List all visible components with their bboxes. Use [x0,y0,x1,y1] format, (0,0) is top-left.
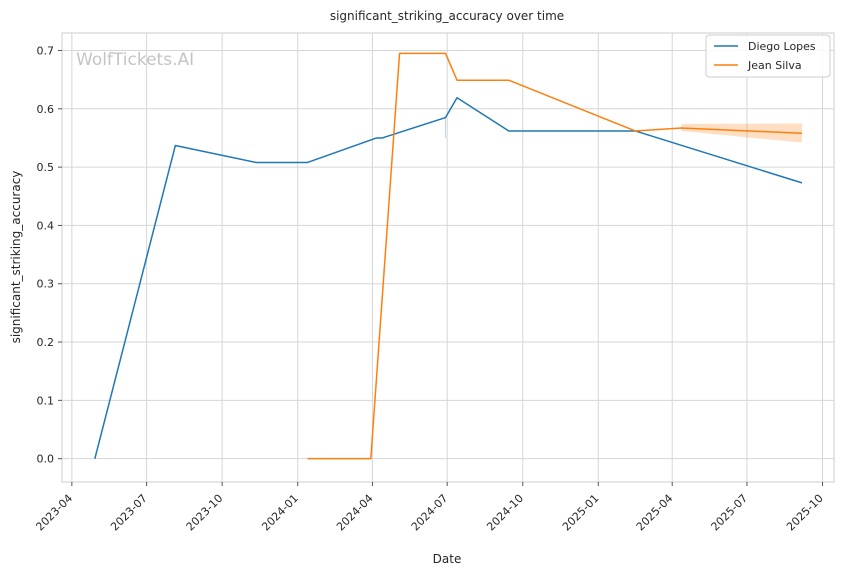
plot-area [61,32,835,483]
series-band [681,123,802,143]
x-axis-ticks: 2023-04 2023-07 2023-10 2024-01 2024-04 2024-… [33,482,826,534]
y-tick-label: 0.7 [37,44,55,57]
y-axis-ticks: 0.0 0.1 0.2 0.3 0.4 0.5 0.6 0.7 [37,44,62,466]
x-axis-label: Date [433,552,462,566]
confidence-bands [445,117,802,143]
series-line [307,52,803,460]
y-tick-label: 0.6 [37,103,55,116]
chart-title: significant_striking_accuracy over time [330,9,564,23]
y-tick-label: 0.4 [37,219,55,232]
series-line [94,96,803,459]
x-tick-label: 2023-10 [184,492,226,534]
x-tick-label: 2023-04 [33,492,75,534]
legend-label: Jean Silva [747,59,802,72]
y-tick-label: 0.3 [37,278,55,291]
x-tick-label: 2023-07 [108,492,150,534]
x-tick-label: 2025-10 [784,492,826,534]
x-tick-label: 2025-01 [560,492,602,534]
x-tick-label: 2024-10 [484,492,526,534]
x-tick-label: 2025-04 [634,492,676,534]
x-tick-label: 2024-04 [334,492,376,534]
x-tick-label: 2025-07 [709,492,751,534]
y-tick-label: 0.5 [37,161,55,174]
legend: Diego Lopes Jean Silva [705,34,831,78]
x-tick-label: 2024-01 [259,492,301,534]
watermark-text: WolfTickets.AI [76,50,194,70]
y-tick-label: 0.0 [37,453,55,466]
grid-lines [62,33,834,482]
y-axis-label: significant_striking_accuracy [9,171,23,344]
legend-label: Diego Lopes [748,40,816,53]
series-lines [94,52,803,460]
y-tick-label: 0.1 [37,394,55,407]
x-tick-label: 2024-07 [409,492,451,534]
y-tick-label: 0.2 [37,336,55,349]
